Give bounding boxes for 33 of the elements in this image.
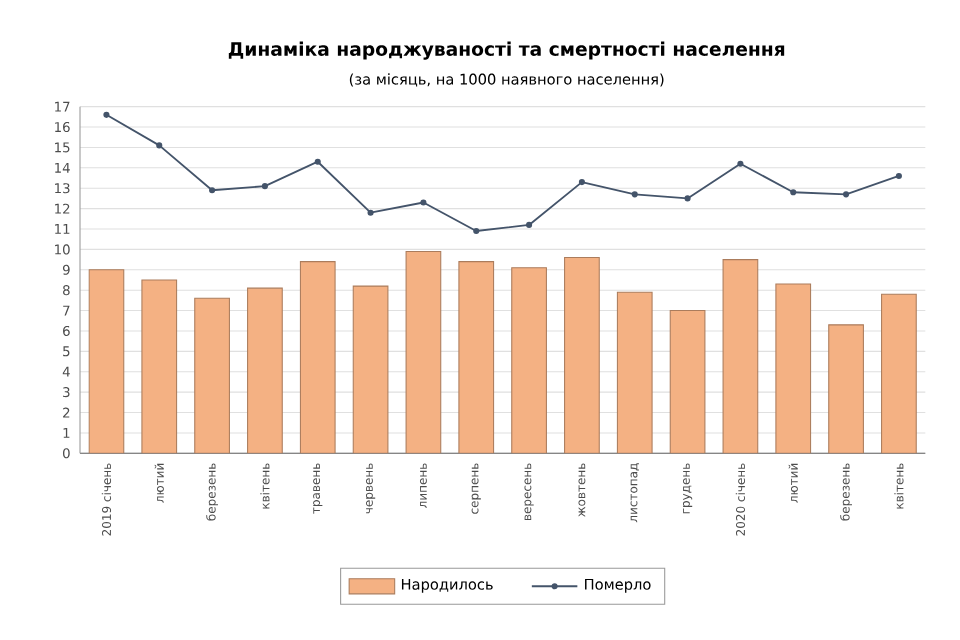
- bar: [458, 261, 495, 454]
- point: [473, 227, 480, 235]
- point: [156, 142, 163, 149]
- point: [684, 195, 691, 202]
- bar: [616, 291, 653, 454]
- bar: [88, 269, 125, 454]
- bar: [141, 279, 178, 454]
- point: [631, 191, 638, 198]
- bar: [194, 297, 230, 454]
- bar: [352, 285, 389, 454]
- bar: [299, 261, 336, 454]
- point: [103, 111, 110, 118]
- point: [367, 209, 374, 216]
- point: [261, 183, 268, 190]
- point: [895, 172, 902, 180]
- point: [420, 199, 427, 206]
- bar: [775, 283, 812, 454]
- chart-title: Динаміка народжуваності та смертності населення: [228, 41, 785, 60]
- bar: [511, 267, 547, 454]
- point: [314, 158, 321, 165]
- bar: [881, 293, 917, 454]
- bar: [405, 250, 442, 454]
- bar: [247, 287, 283, 454]
- bar: [722, 259, 759, 454]
- point: [737, 160, 744, 167]
- point: [209, 187, 216, 194]
- point: [790, 189, 797, 196]
- point: [526, 221, 533, 228]
- bar: [828, 324, 864, 454]
- bar: [669, 310, 706, 454]
- bar: [564, 257, 600, 454]
- point: [578, 179, 585, 186]
- point: [843, 191, 850, 198]
